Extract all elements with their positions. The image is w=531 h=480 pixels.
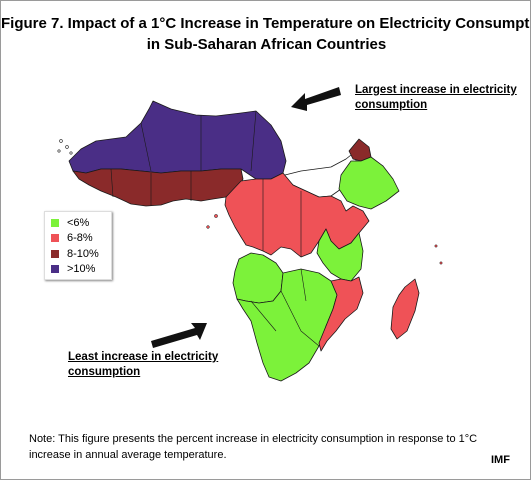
legend-label: >10% [67, 263, 96, 276]
arrow-top [291, 87, 341, 111]
callout-least-line-2: consumption [68, 366, 141, 378]
region-east-under-6 [316, 228, 364, 282]
figure-title-line-2: in Sub-Saharan African Countries [146, 36, 387, 53]
figure-note-line-2: increase in annual average temperature. [29, 449, 227, 461]
small-islands [206, 214, 443, 265]
legend-swatch [51, 234, 59, 243]
legend-label: <6% [67, 216, 90, 229]
arrow-bottom [151, 323, 207, 348]
figure-note-line-1: Note: This figure presents the percent i… [29, 433, 478, 445]
legend-item-over-10: >10% [51, 262, 111, 278]
legend-item-8-10: 8-10% [51, 246, 111, 262]
legend-item-under-6: <6% [51, 215, 111, 231]
callout-largest-line-2: consumption [355, 99, 428, 111]
country-borders [110, 110, 320, 347]
cape-verde-islands [57, 139, 73, 155]
callout-least-line-1: Least increase in electricity [68, 351, 219, 363]
callout-least-increase: Least increase in electricity consumptio… [68, 350, 218, 380]
callout-largest-line-1: Largest increase in electricity [355, 84, 517, 96]
legend-swatch [51, 265, 59, 274]
region-mozambique-6-8 [318, 276, 364, 352]
region-west-coast-8-10 [72, 168, 244, 207]
region-ethiopia-under-6 [338, 156, 400, 210]
legend-item-6-8: 6-8% [51, 231, 111, 247]
callout-largest-increase: Largest increase in electricity consumpt… [355, 83, 517, 113]
legend-label: 8-10% [67, 247, 99, 260]
map-legend: <6% 6-8% 8-10% >10% [44, 211, 112, 280]
figure-title: Figure 7. Impact of a 1°C Increase in Te… [1, 13, 531, 55]
region-angola-under-6 [232, 252, 284, 304]
figure-note: Note: This figure presents the percent i… [29, 431, 509, 463]
source-label: IMF [491, 454, 510, 466]
region-madagascar-6-8 [390, 278, 420, 340]
figure-title-line-1: Figure 7. Impact of a 1°C Increase in Te… [1, 15, 531, 32]
legend-label: 6-8% [67, 232, 93, 245]
legend-swatch [51, 218, 59, 227]
region-eritrea-8-10 [348, 138, 372, 162]
legend-swatch [51, 249, 59, 258]
